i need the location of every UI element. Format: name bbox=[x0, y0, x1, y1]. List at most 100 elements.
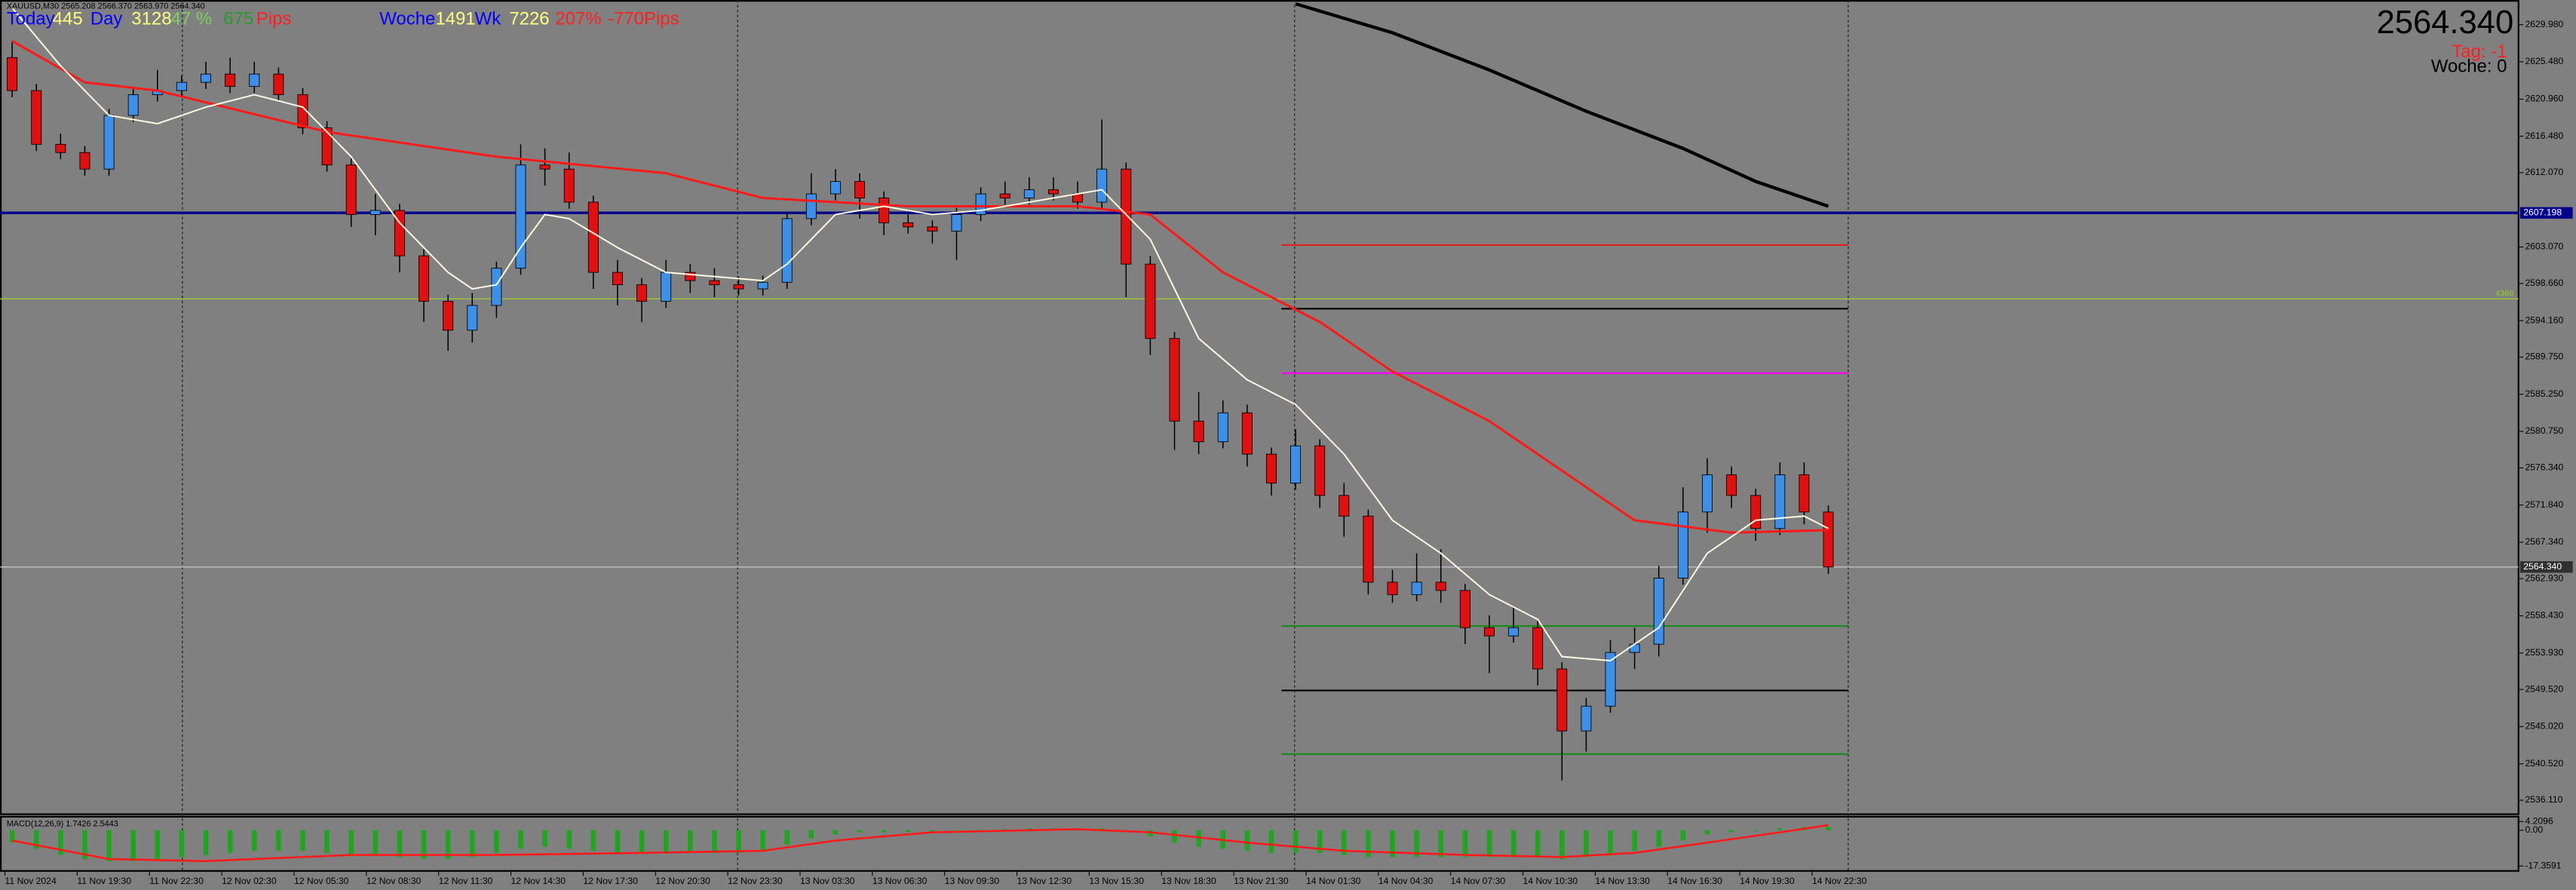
y-tick-label: 2553.930 bbox=[2525, 647, 2563, 658]
y-tick-label: 2567.340 bbox=[2525, 536, 2563, 547]
x-tick-label: 11 Nov 22:30 bbox=[149, 876, 204, 886]
macd-bar bbox=[397, 830, 403, 858]
macd-bar bbox=[1196, 830, 1201, 847]
x-tick-label: 12 Nov 17:30 bbox=[583, 876, 638, 886]
candle-body bbox=[1459, 590, 1470, 628]
macd-bar bbox=[155, 830, 161, 859]
candle-body bbox=[103, 115, 115, 170]
macd-bar bbox=[469, 830, 475, 858]
y-tick-label: 2594.160 bbox=[2525, 315, 2563, 325]
macd-bar bbox=[1777, 828, 1783, 830]
x-tick-label: 14 Nov 01:30 bbox=[1306, 876, 1361, 886]
y-tick-label: 2536.110 bbox=[2525, 794, 2562, 805]
macd-bar bbox=[1656, 830, 1662, 847]
candle-body bbox=[854, 181, 866, 198]
candle-body bbox=[1701, 474, 1713, 513]
candle-body bbox=[345, 164, 357, 215]
candle-body bbox=[1581, 705, 1592, 732]
x-tick-label: 13 Nov 12:30 bbox=[1017, 876, 1072, 886]
y-tick-label: 2585.250 bbox=[2525, 388, 2563, 399]
price-display: 2564.340 bbox=[2377, 5, 2514, 41]
candle-body bbox=[1339, 495, 1350, 517]
y-tick-label: 2571.840 bbox=[2525, 499, 2563, 510]
y-tick-label: 2589.750 bbox=[2525, 351, 2563, 362]
candle-body bbox=[636, 284, 648, 302]
y-tick-label: 2629.980 bbox=[2525, 19, 2563, 29]
candle-body bbox=[1532, 627, 1544, 670]
x-tick-label: 11 Nov 2024 bbox=[5, 876, 57, 886]
candle-body bbox=[1556, 668, 1568, 732]
macd-bar bbox=[1317, 830, 1323, 853]
macd-bar bbox=[300, 830, 305, 852]
candle-body bbox=[927, 226, 938, 232]
x-tick-label: 12 Nov 11:30 bbox=[439, 876, 493, 886]
candle-body bbox=[1363, 515, 1374, 583]
candle-body bbox=[31, 90, 42, 145]
macd-bar bbox=[1486, 830, 1492, 858]
candle-body bbox=[1265, 453, 1277, 483]
marks bbox=[0, 2, 2573, 863]
macd-bar bbox=[227, 830, 233, 853]
price-label-box bbox=[2519, 207, 2573, 219]
macd-bar bbox=[566, 830, 572, 849]
header-text: -770 bbox=[608, 9, 644, 29]
x-tick-label: 12 Nov 05:30 bbox=[294, 876, 349, 886]
macd-bar bbox=[1026, 828, 1032, 830]
candle-body bbox=[1411, 582, 1422, 595]
candle-body bbox=[321, 127, 333, 166]
x-tick-label: 14 Nov 13:30 bbox=[1595, 876, 1650, 886]
macd-bar bbox=[954, 830, 959, 831]
candle-body bbox=[951, 213, 962, 232]
macd-y-tick-label: 4.2096 bbox=[2525, 816, 2553, 827]
moving-average bbox=[1295, 2, 1829, 208]
macd-bar bbox=[784, 830, 790, 845]
macd-bar bbox=[1002, 829, 1007, 830]
header-text: Pips bbox=[644, 9, 679, 29]
week-display: Woche: 0 bbox=[2431, 57, 2507, 77]
y-tick-label: 2540.520 bbox=[2525, 758, 2563, 769]
macd-bar bbox=[1510, 830, 1516, 858]
y-tick-label: 2549.520 bbox=[2525, 683, 2563, 694]
macd-bar bbox=[82, 830, 87, 859]
candle-body bbox=[1121, 168, 1132, 265]
macd-bar bbox=[58, 830, 63, 855]
x-tick-label: 13 Nov 21:30 bbox=[1234, 876, 1289, 886]
candle-body bbox=[1047, 189, 1059, 195]
x-tick-label: 12 Nov 02:30 bbox=[222, 876, 277, 886]
main-pane bbox=[0, 0, 2519, 815]
macd-bar bbox=[1462, 830, 1468, 858]
macd-y-tick-label: 0.00 bbox=[2525, 824, 2543, 835]
candle-body bbox=[975, 193, 986, 215]
macd-bar bbox=[1172, 830, 1177, 843]
header: Today 445 Day 3128 47 % 675 Pips Woche 1… bbox=[7, 9, 679, 29]
macd-bar bbox=[808, 830, 814, 839]
candle-body bbox=[830, 181, 841, 195]
macd-bar bbox=[251, 830, 257, 852]
candle-body bbox=[1483, 627, 1495, 637]
macd-bar bbox=[1148, 830, 1153, 836]
candle-body bbox=[757, 281, 768, 290]
x-tick-label: 12 Nov 20:30 bbox=[655, 876, 710, 886]
macd-y-tick-label: -17.3591 bbox=[2525, 860, 2561, 870]
y-tick-label: 2625.480 bbox=[2525, 56, 2563, 66]
macd-bar bbox=[712, 830, 717, 853]
candle-body bbox=[419, 255, 429, 302]
header-text: 7226 bbox=[509, 9, 549, 29]
y-tick-label: 2558.430 bbox=[2525, 610, 2563, 621]
macd-bar bbox=[1438, 830, 1444, 858]
candle-body bbox=[1774, 474, 1786, 529]
x-tick-label: 14 Nov 16:30 bbox=[1667, 876, 1722, 886]
macd-bar bbox=[421, 830, 427, 859]
candle-body bbox=[1169, 338, 1180, 422]
candle-body bbox=[273, 73, 284, 96]
y-tick-label: 2616.480 bbox=[2525, 130, 2563, 141]
candle-body bbox=[7, 57, 18, 91]
macd-bar bbox=[203, 830, 209, 855]
candle-body bbox=[491, 268, 502, 306]
y-tick-label: 2603.070 bbox=[2525, 241, 2563, 252]
macd-bar bbox=[833, 830, 839, 835]
macd-bar bbox=[736, 830, 741, 853]
